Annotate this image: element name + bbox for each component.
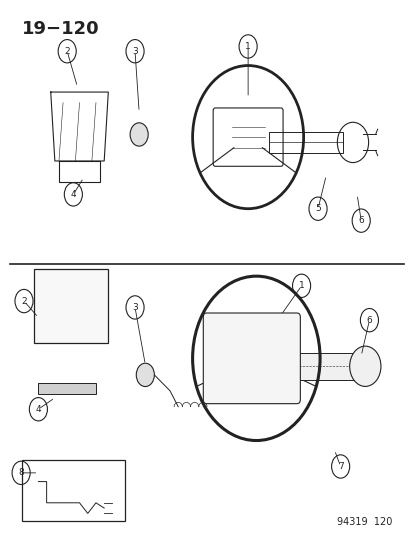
Bar xyxy=(289,353,370,379)
Bar xyxy=(34,269,108,343)
Text: 8: 8 xyxy=(18,469,24,478)
Text: 4: 4 xyxy=(36,405,41,414)
Text: 3: 3 xyxy=(132,47,138,56)
Text: 2: 2 xyxy=(21,296,27,305)
Text: 94319  120: 94319 120 xyxy=(336,518,391,527)
Text: 1: 1 xyxy=(244,42,250,51)
FancyBboxPatch shape xyxy=(203,313,299,403)
Text: 2: 2 xyxy=(64,47,70,56)
Text: 6: 6 xyxy=(358,216,363,225)
Text: 5: 5 xyxy=(314,204,320,213)
Text: 4: 4 xyxy=(70,190,76,199)
Circle shape xyxy=(349,346,380,386)
Bar xyxy=(22,460,124,521)
Bar xyxy=(268,132,342,153)
Bar xyxy=(38,383,96,394)
Bar xyxy=(43,282,100,330)
Circle shape xyxy=(130,123,148,146)
Text: 1: 1 xyxy=(298,281,304,290)
Text: 3: 3 xyxy=(132,303,138,312)
Text: 6: 6 xyxy=(366,316,371,325)
Text: 7: 7 xyxy=(337,462,343,471)
Text: 19−120: 19−120 xyxy=(22,20,100,38)
Circle shape xyxy=(136,363,154,386)
